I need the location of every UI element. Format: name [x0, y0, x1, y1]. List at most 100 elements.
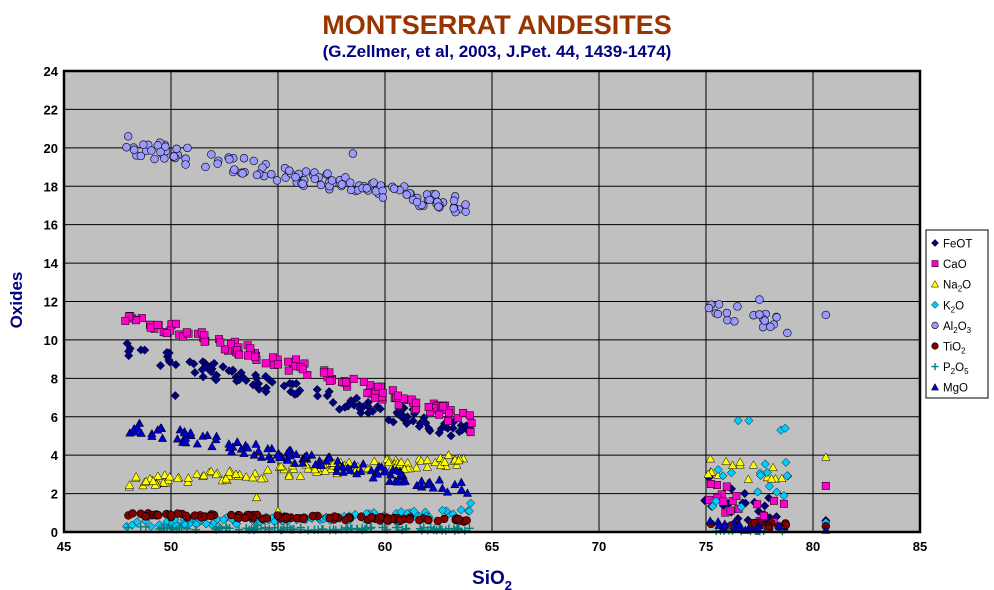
data-point — [254, 384, 264, 394]
legend-marker — [930, 383, 940, 391]
x-axis-label-main: SiO — [472, 568, 505, 589]
data-point — [462, 488, 473, 497]
data-point — [733, 302, 742, 311]
data-point — [743, 474, 753, 483]
data-point — [154, 511, 163, 520]
data-point — [261, 359, 270, 368]
data-point — [310, 464, 320, 474]
data-point — [206, 466, 216, 475]
data-point — [172, 434, 183, 443]
data-point — [171, 360, 181, 370]
data-point — [157, 433, 168, 442]
data-point — [449, 204, 458, 213]
data-point — [316, 180, 326, 190]
data-point — [378, 523, 387, 532]
data-point — [770, 496, 778, 505]
data-point — [444, 417, 453, 425]
data-point — [434, 475, 445, 484]
data-point — [393, 391, 402, 400]
y-tick-label: 12 — [44, 295, 58, 310]
legend-marker — [930, 280, 940, 288]
data-point — [774, 521, 784, 530]
legend-entry: Na2O — [943, 280, 971, 294]
data-point — [760, 316, 769, 325]
data-point — [232, 437, 242, 446]
data-point — [320, 466, 330, 475]
data-point — [456, 505, 466, 515]
data-point — [160, 470, 170, 479]
data-point — [726, 468, 737, 478]
x-tick-label: 85 — [913, 539, 927, 554]
data-point — [192, 469, 202, 478]
data-point — [298, 365, 307, 374]
data-point — [284, 471, 294, 480]
data-point — [239, 448, 249, 457]
data-point — [412, 398, 421, 407]
data-point — [153, 320, 162, 329]
data-point — [263, 443, 273, 453]
data-point — [439, 402, 448, 411]
data-point — [167, 523, 176, 532]
data-point — [124, 346, 134, 356]
data-point — [349, 374, 358, 383]
data-point — [241, 375, 251, 386]
data-point — [282, 455, 293, 464]
data-point — [753, 500, 762, 509]
data-point — [129, 145, 139, 155]
data-point — [736, 502, 746, 512]
data-point — [337, 180, 347, 189]
data-point — [192, 438, 202, 448]
data-point — [748, 460, 759, 469]
data-point — [169, 152, 179, 161]
data-point — [356, 466, 366, 475]
data-point — [181, 160, 190, 169]
data-point — [136, 151, 146, 161]
data-point — [428, 483, 438, 492]
y-tick-label: 0 — [51, 525, 58, 540]
data-point — [124, 480, 135, 489]
y-tick-label: 16 — [44, 218, 58, 233]
legend-marker — [931, 239, 939, 247]
data-point — [267, 377, 277, 387]
data-point — [372, 469, 383, 478]
data-point — [332, 466, 342, 476]
x-axis-label: SiO2 — [472, 568, 512, 590]
data-point — [153, 471, 163, 480]
data-point — [450, 479, 460, 489]
data-point — [346, 185, 356, 195]
data-point — [147, 146, 156, 155]
y-axis-label: Oxides — [7, 272, 26, 329]
data-point — [760, 459, 770, 469]
data-point — [202, 430, 212, 439]
data-point — [199, 470, 209, 480]
data-point — [313, 391, 323, 401]
chart-subtitle: (G.Zellmer, et al, 2003, J.Pet. 44, 1439… — [323, 42, 672, 61]
data-point — [312, 384, 322, 395]
data-point — [393, 523, 403, 532]
data-point — [720, 519, 730, 528]
data-point — [310, 459, 321, 469]
data-point — [256, 473, 267, 483]
data-point — [224, 467, 234, 476]
data-point — [358, 402, 368, 412]
data-point — [388, 386, 397, 395]
data-point — [437, 483, 448, 492]
data-point — [425, 426, 435, 436]
data-point — [274, 360, 283, 369]
data-point — [298, 179, 307, 189]
data-point — [128, 509, 137, 518]
legend-box — [925, 229, 989, 399]
data-point — [295, 471, 306, 480]
data-point — [370, 393, 379, 402]
data-point — [389, 184, 399, 193]
data-point — [275, 452, 285, 462]
data-point — [181, 511, 191, 520]
data-point — [722, 482, 731, 491]
y-tick-label: 14 — [44, 256, 59, 271]
data-point — [226, 446, 237, 456]
data-point — [269, 353, 277, 362]
data-point — [723, 315, 732, 325]
data-point — [156, 423, 166, 432]
data-point — [755, 295, 764, 304]
